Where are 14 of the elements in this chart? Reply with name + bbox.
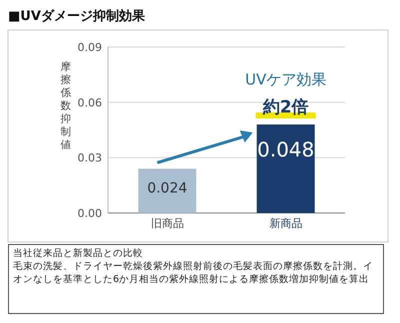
y-axis-title: 摩擦係数抑制値 — [60, 60, 72, 151]
y-tick-label: 0.06 — [78, 96, 102, 110]
text: 当社従来品と新製品との比較 — [13, 247, 144, 260]
y-tick-label: 0.09 — [78, 41, 102, 54]
x-tick-label: 新商品 — [269, 217, 302, 230]
text: 毛束の洗髪、ドライヤー乾燥後紫外線照射前後の毛髪表面の摩擦係数を計測。イオンなしを基準とした6か月相当の紫外線照射による摩擦係数増加抑制値を算出 — [13, 260, 374, 286]
annotation: UVケア効果 — [245, 70, 326, 88]
y-tick-label: 0.03 — [78, 152, 102, 165]
x-tick-label: 旧商品 — [150, 217, 184, 230]
data-label: 0.048 — [257, 137, 314, 162]
chart-title: ■UVダメージ抑制効果 — [8, 8, 146, 24]
annotation: 約2倍 — [262, 97, 309, 118]
data-label: 0.024 — [147, 180, 188, 197]
y-tick-label: 0.00 — [78, 207, 102, 220]
